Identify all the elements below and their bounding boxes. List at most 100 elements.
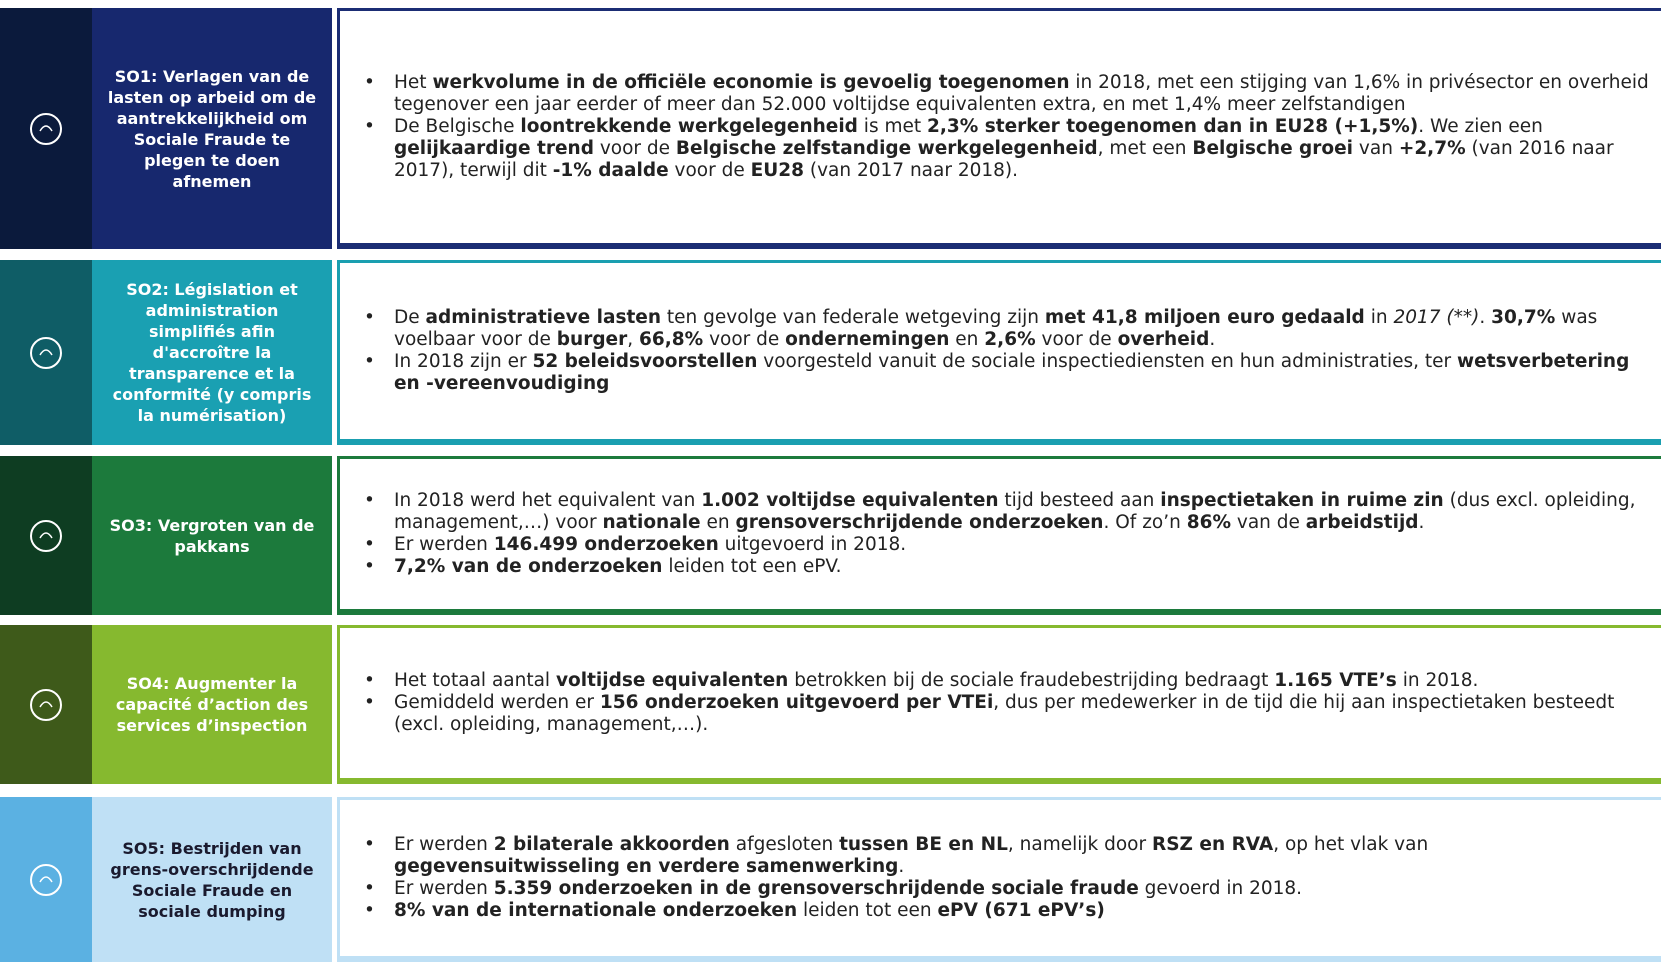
text-segment: arbeidstijd [1305,512,1419,533]
text-segment: . [1479,307,1492,328]
text-segment: van de [1231,512,1306,533]
text-segment: voor de [593,138,676,159]
text-segment: 30,7% [1491,307,1556,328]
row: SO4: Augmenter la capacité d’action des … [0,625,1661,784]
text-segment: 8% van de internationale onderzoeken [394,900,798,921]
text-segment: afgesloten [729,834,840,855]
bullet-list: Het werkvolume in de officiële economie … [340,72,1661,182]
text-segment: , dus per medewerker in de tijd die hij … [394,692,1615,735]
text-segment: 5.359 onderzoeken in de grensoverschrijd… [493,878,1139,899]
text-segment: was voelbaar voor de [394,307,1598,350]
text-segment: , met een [1097,138,1193,159]
text-segment: tijd besteed aan [998,490,1161,511]
text-segment: 7,2% van de onderzoeken [394,556,663,577]
text-segment: (van 2017 naar 2018). [804,160,1019,181]
text-segment: EU28 [750,160,804,181]
text-segment: voor de [703,329,786,350]
text-segment: . Of zo’n [1103,512,1187,533]
content-box: Het totaal aantal voltijdse equivalenten… [337,625,1661,784]
content-box: Het werkvolume in de officiële economie … [337,8,1661,249]
icon-symbol [30,688,62,721]
text-segment: De [394,307,426,328]
text-segment: 2 bilaterale akkoorden [493,834,730,855]
text-segment: administratieve lasten [425,307,662,328]
content-box: De administratieve lasten ten gevolge va… [337,260,1661,445]
text-segment: Belgische zelfstandige werkgelegenheid [675,138,1098,159]
bullet-list: De administratieve lasten ten gevolge va… [340,307,1661,395]
text-segment: (van 2016 naar 2017), terwijl dit [394,138,1614,181]
bullet: Er werden 2 bilaterale akkoorden afgeslo… [364,834,1653,878]
text-segment: . We zien een [1418,116,1543,137]
text-segment: 1.002 voltijdse equivalenten [701,490,999,511]
text-segment: in [1364,307,1394,328]
text-segment: Er werden [394,534,494,555]
text-segment: uitgevoerd in 2018. [718,534,907,555]
text-segment: inspectietaken in ruime zin [1160,490,1444,511]
text-segment: wetsverbetering en -vereenvoudiging [394,351,1630,394]
text-segment: . [898,856,905,877]
text-segment: tussen BE en NL [839,834,1008,855]
bullet: In 2018 zijn er 52 beleidsvoorstellen vo… [364,351,1653,395]
text-segment: gelijkaardige trend [394,138,594,159]
bullet: Er werden 146.499 onderzoeken uitgevoerd… [364,534,1653,556]
text-segment: loontrekkende werkgelegenheid [520,116,858,137]
text-segment: en [700,512,736,533]
text-segment: ten gevolge van federale wetgeving zijn [661,307,1045,328]
text-segment: voltijdse equivalenten [555,670,789,691]
bullet: 7,2% van de onderzoeken leiden tot een e… [364,556,1653,578]
text-segment: . [1209,329,1216,350]
text-segment: 2,6% [984,329,1036,350]
icon [0,260,92,445]
text-segment: leiden tot een [797,900,938,921]
bullet: Het totaal aantal voltijdse equivalenten… [364,670,1653,692]
text-segment: -1% daalde [552,160,669,181]
text-segment: 2017 (**) [1393,307,1480,328]
text-segment: 2,3% sterker toegenomen dan in EU28 (+1,… [927,116,1419,137]
text-segment: van [1353,138,1399,159]
text-segment: In 2018 werd het equivalent van [394,490,702,511]
text-segment: , namelijk door [1007,834,1152,855]
text-segment: voor de [1035,329,1118,350]
bullet: In 2018 werd het equivalent van 1.002 vo… [364,490,1653,534]
bullet: De administratieve lasten ten gevolge va… [364,307,1653,351]
icon [0,625,92,784]
text-segment: burger [556,329,628,350]
text-segment: In 2018 zijn er [394,351,533,372]
text-segment: 156 onderzoeken uitgevoerd per VTEi [599,692,994,713]
text-segment: gegevensuitwisseling en verdere samenwer… [394,856,899,877]
text-segment: is met [857,116,927,137]
text-segment: (dus excl. opleiding, management,…) voor [394,490,1636,533]
bullet-list: Het totaal aantal voltijdse equivalenten… [340,670,1661,736]
icon-symbol [30,336,62,369]
text-segment: +2,7% [1398,138,1466,159]
bullet: Er werden 5.359 onderzoeken in de grenso… [364,878,1653,900]
text-segment: 146.499 onderzoeken [493,534,719,555]
text-segment: Het totaal aantal [394,670,556,691]
text-segment: gevoerd in 2018. [1138,878,1303,899]
text-segment: en [949,329,985,350]
row-label: SO5: Bestrijden van grens-overschrijdend… [92,797,332,962]
text-segment: De Belgische [394,116,521,137]
icon [0,456,92,615]
bullet: Gemiddeld werden er 156 onderzoeken uitg… [364,692,1653,736]
text-segment: voorgesteld vanuit de sociale inspectied… [757,351,1458,372]
text-segment: Gemiddeld werden er [394,692,600,713]
text-segment: voor de [668,160,751,181]
text-segment: Het [394,72,433,93]
text-segment: , [627,329,639,350]
row-label: SO1: Verlagen van de lasten op arbeid om… [92,8,332,249]
text-segment: 1.165 VTE’s [1274,670,1397,691]
text-segment: met 41,8 miljoen euro gedaald [1044,307,1365,328]
text-segment: Belgische groei [1192,138,1354,159]
icon-symbol [30,112,62,145]
row: SO2: Législation et administration simpl… [0,260,1661,445]
text-segment: ePV (671 ePV’s) [937,900,1105,921]
content-box: Er werden 2 bilaterale akkoorden afgeslo… [337,797,1661,962]
bullet-list: Er werden 2 bilaterale akkoorden afgeslo… [340,834,1661,922]
text-segment: 66,8% [639,329,704,350]
text-segment: werkvolume in de officiële economie is g… [432,72,1070,93]
row-label: SO4: Augmenter la capacité d’action des … [92,625,332,784]
row: SO1: Verlagen van de lasten op arbeid om… [0,8,1661,249]
row-label: SO3: Vergroten van de pakkans [92,456,332,615]
